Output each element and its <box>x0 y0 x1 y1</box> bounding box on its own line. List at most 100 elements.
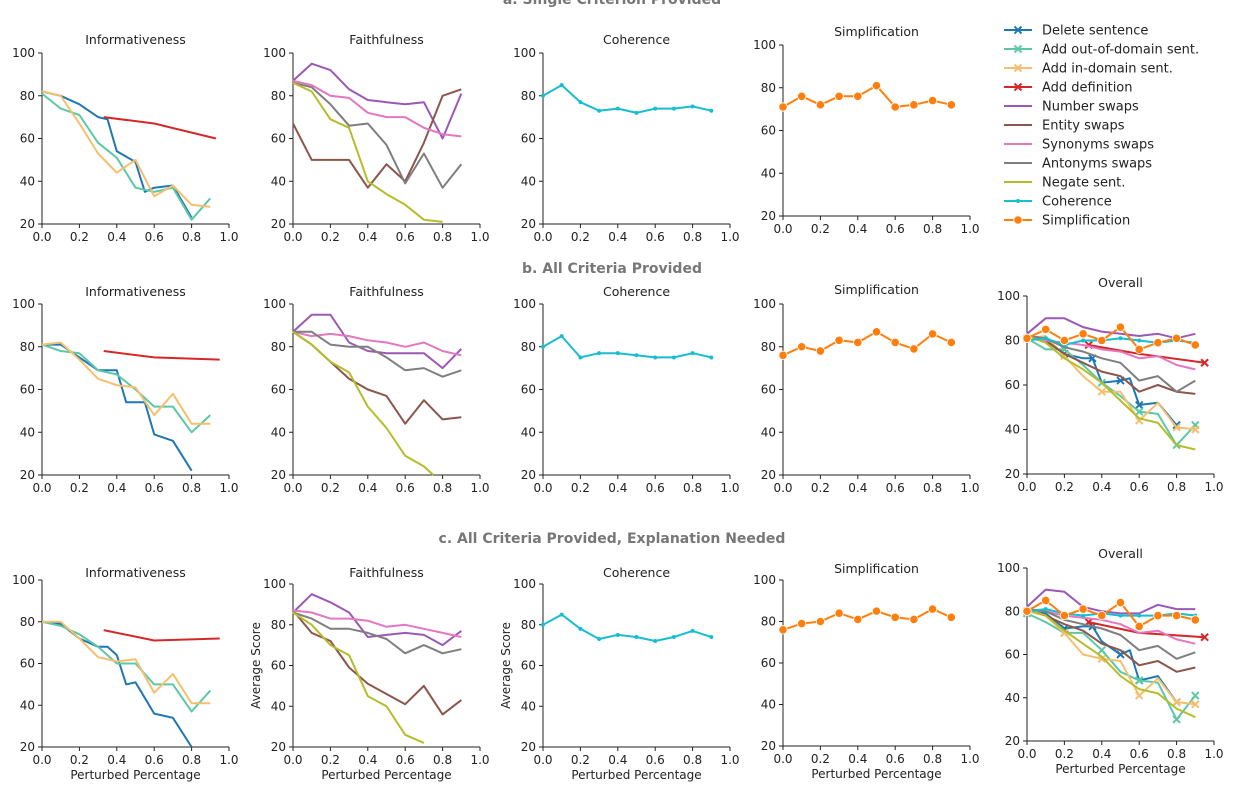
marker-simplification <box>1059 610 1070 621</box>
series-line <box>41 90 193 219</box>
x-tick-label: 0.2 <box>571 481 590 495</box>
series-number-swaps <box>1026 588 1196 615</box>
legend-label: Add definition <box>1042 81 1133 96</box>
marker-coherence <box>597 351 602 356</box>
y-tick-label: 80 <box>761 615 776 629</box>
series-line <box>1026 337 1196 346</box>
series-simplification <box>1022 595 1200 631</box>
x-tick-label: 0.4 <box>358 753 377 767</box>
series-negate-sent <box>292 611 425 744</box>
y-tick-label: 20 <box>271 468 286 482</box>
y-tick-label: 80 <box>1005 604 1020 618</box>
marker-simplification <box>797 618 807 629</box>
legend-label: Entity swaps <box>1042 119 1125 134</box>
marker-add-in-domain-sent <box>1097 654 1107 664</box>
legend-label: Coherence <box>1042 195 1112 210</box>
x-tick-label: 0.0 <box>533 230 552 244</box>
x-axis-label: Perturbed Percentage <box>70 768 200 782</box>
marker-coherence <box>671 355 676 360</box>
panel-3-faithfulness: Faithfulness 20 40 60 80 100 0.0 0.2 0.4 0.6 0.8 1.… <box>249 565 490 782</box>
marker-simplification <box>909 344 919 354</box>
x-tick-label: 0.2 <box>811 481 830 495</box>
series-line <box>782 608 952 631</box>
panel-title: Faithfulness <box>349 284 423 299</box>
y-tick-label: 20 <box>521 740 536 754</box>
marker-simplification <box>1041 324 1051 334</box>
series-line <box>293 330 462 378</box>
x-tick-label: 1.0 <box>470 753 489 767</box>
legend-label: Number swaps <box>1042 100 1139 115</box>
y-tick-label: 80 <box>521 89 536 103</box>
panel-title: Faithfulness <box>349 565 423 580</box>
series-antonyms-swaps <box>293 330 462 378</box>
legend-label: Add in-domain sent. <box>1042 62 1173 77</box>
series-negate-sent <box>1026 335 1196 451</box>
x-tick-label: 0.0 <box>1017 747 1036 761</box>
marker-coherence <box>615 106 620 111</box>
series-coherence <box>541 83 714 115</box>
series-add-in-domain-sent <box>42 620 211 705</box>
x-tick-label: 0.8 <box>182 230 201 244</box>
series-line <box>41 341 211 425</box>
marker-coherence <box>634 634 639 639</box>
x-tick-label: 0.0 <box>283 230 302 244</box>
x-tick-label: 0.4 <box>358 230 377 244</box>
x-tick-label: 0.2 <box>811 752 830 766</box>
marker-coherence <box>578 100 583 105</box>
series-simplification <box>778 81 956 112</box>
x-tick-label: 1.0 <box>219 230 238 244</box>
panel-title: Faithfulness <box>349 32 423 47</box>
x-tick-label: 0.4 <box>107 230 126 244</box>
marker-add-definition <box>1013 82 1023 92</box>
y-tick-label: 100 <box>263 46 286 60</box>
series-line <box>1026 588 1196 615</box>
section-title-b: b. All Criteria Provided <box>522 261 702 277</box>
series-add-out-of-domain-sent <box>41 92 212 221</box>
marker-add-out-of-domain-sent <box>1013 44 1023 54</box>
series-line <box>292 609 462 716</box>
marker-coherence <box>653 355 658 360</box>
legend-item-entity-swaps: Entity swaps <box>1004 119 1125 134</box>
y-tick-label: 40 <box>761 698 776 712</box>
x-tick-label: 1.0 <box>1204 747 1223 761</box>
series-line <box>103 350 220 361</box>
marker-simplification <box>1153 610 1163 621</box>
x-tick-label: 0.8 <box>923 222 942 236</box>
series-line <box>292 81 463 189</box>
x-tick-label: 0.4 <box>608 753 627 767</box>
legend-item-delete-sentence: Delete sentence <box>1004 24 1148 39</box>
marker-add-out-of-domain-sent <box>1097 645 1107 655</box>
marker-simplification <box>778 350 788 360</box>
panel-title: Coherence <box>603 284 670 299</box>
marker-simplification <box>1190 340 1200 350</box>
x-tick-label: 0.0 <box>32 481 51 495</box>
legend-item-add-out-of-domain-sent: Add out-of-domain sent. <box>1004 43 1199 58</box>
x-tick-label: 0.4 <box>848 222 867 236</box>
x-tick-label: 1.0 <box>960 752 979 766</box>
x-tick-label: 0.8 <box>683 230 702 244</box>
y-tick-label: 40 <box>1005 423 1020 437</box>
marker-simplification <box>890 337 900 348</box>
y-tick-label: 60 <box>761 124 776 138</box>
marker-simplification <box>1078 329 1088 339</box>
marker-simplification <box>853 614 863 625</box>
series-coherence <box>541 334 714 360</box>
panel-3-simplification: Simplification 20 40 60 80 100 0.0 0.2 0.4 0.6 0.8… <box>753 561 979 781</box>
marker-add-in-domain-sent <box>1191 700 1200 709</box>
x-tick-label: 0.4 <box>848 752 867 766</box>
y-tick-label: 80 <box>271 618 286 632</box>
series-line <box>42 343 193 472</box>
marker-coherence <box>1043 336 1048 341</box>
x-tick-label: 0.6 <box>396 481 415 495</box>
marker-coherence <box>541 622 545 627</box>
x-tick-label: 1.0 <box>960 222 979 236</box>
y-tick-label: 80 <box>761 340 776 354</box>
y-tick-label: 20 <box>20 740 35 754</box>
legend-item-synonyms-swaps: Synonyms swaps <box>1004 138 1154 153</box>
marker-simplification <box>1134 344 1144 354</box>
series-synonyms-swaps <box>1026 608 1196 645</box>
x-tick-label: 0.8 <box>433 230 452 244</box>
y-tick-label: 60 <box>20 657 35 671</box>
marker-simplification <box>946 337 956 348</box>
